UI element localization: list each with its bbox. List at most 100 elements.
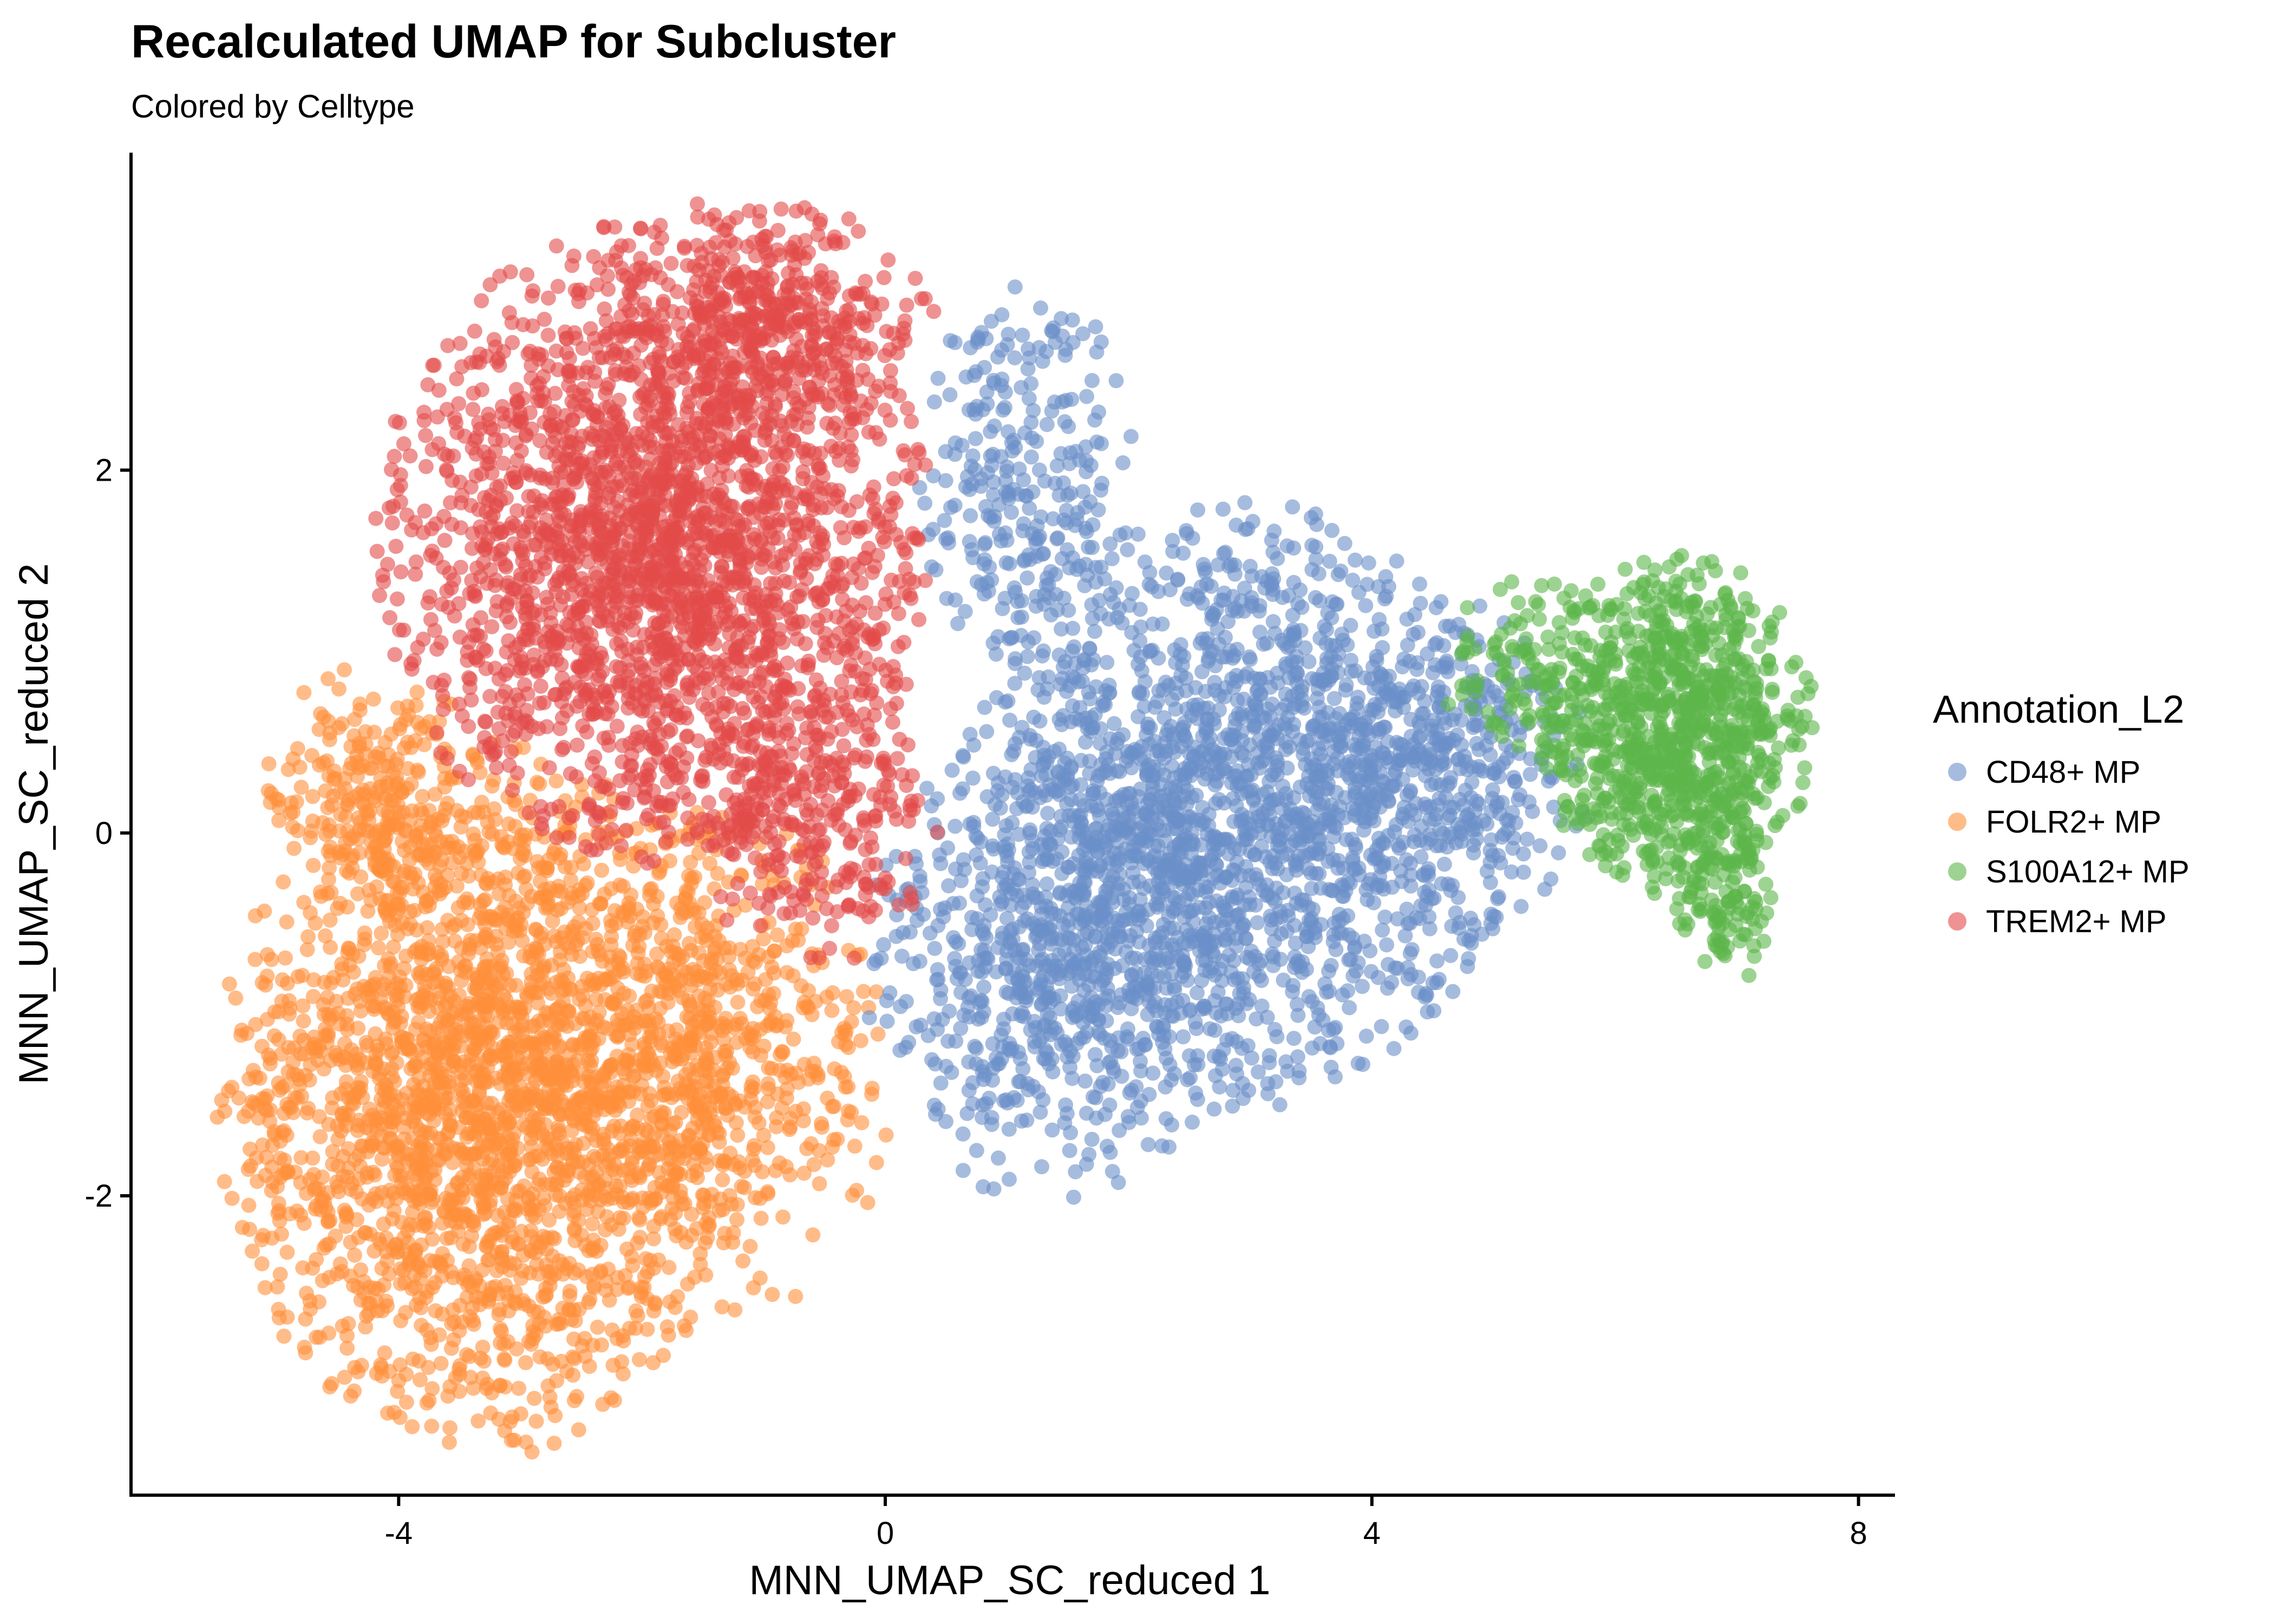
point bbox=[494, 1250, 509, 1266]
point bbox=[1194, 664, 1210, 679]
point bbox=[505, 1016, 521, 1032]
point bbox=[814, 1119, 830, 1135]
point bbox=[547, 1231, 563, 1247]
point bbox=[285, 751, 301, 767]
point bbox=[466, 804, 482, 820]
point bbox=[646, 1109, 662, 1124]
point bbox=[760, 1140, 775, 1155]
point bbox=[773, 1047, 788, 1063]
point bbox=[1426, 1003, 1442, 1019]
point bbox=[338, 1205, 354, 1221]
point bbox=[675, 906, 690, 921]
point bbox=[511, 1380, 527, 1396]
point bbox=[1090, 802, 1106, 818]
point bbox=[431, 1130, 447, 1146]
point bbox=[297, 1046, 312, 1062]
point bbox=[559, 1018, 575, 1034]
point bbox=[367, 858, 383, 874]
point bbox=[507, 1432, 522, 1448]
point bbox=[260, 1047, 276, 1063]
point bbox=[714, 1299, 730, 1315]
point bbox=[441, 1435, 457, 1450]
point bbox=[1402, 946, 1418, 961]
point bbox=[277, 950, 293, 966]
point bbox=[670, 1073, 686, 1089]
point bbox=[357, 746, 373, 762]
point bbox=[639, 992, 655, 1008]
point bbox=[526, 1391, 542, 1406]
point bbox=[566, 1393, 582, 1409]
point bbox=[332, 1256, 348, 1272]
point bbox=[1055, 708, 1071, 723]
point bbox=[321, 768, 337, 784]
point bbox=[438, 978, 454, 994]
point bbox=[1342, 1000, 1357, 1016]
point bbox=[639, 1161, 655, 1177]
point bbox=[518, 1066, 534, 1082]
point bbox=[378, 893, 394, 908]
point bbox=[1279, 867, 1295, 882]
point bbox=[746, 1280, 761, 1295]
point bbox=[1445, 984, 1461, 999]
point bbox=[337, 1111, 352, 1127]
point bbox=[412, 1372, 428, 1387]
point bbox=[803, 1136, 819, 1151]
point bbox=[720, 1108, 736, 1123]
point bbox=[355, 782, 371, 798]
point bbox=[1034, 1159, 1049, 1175]
point bbox=[1262, 1048, 1277, 1064]
point bbox=[727, 1302, 743, 1318]
point bbox=[1345, 968, 1361, 984]
point bbox=[622, 1320, 637, 1336]
point bbox=[367, 1243, 382, 1259]
point bbox=[795, 1000, 811, 1016]
point bbox=[365, 691, 381, 707]
point bbox=[351, 1112, 367, 1128]
point bbox=[317, 1193, 332, 1209]
point bbox=[1291, 1070, 1307, 1086]
point bbox=[747, 1099, 763, 1115]
point bbox=[1333, 564, 1349, 579]
point bbox=[1378, 588, 1394, 604]
point bbox=[324, 1100, 340, 1116]
point bbox=[548, 773, 564, 789]
point bbox=[553, 847, 568, 862]
point bbox=[465, 1300, 480, 1315]
point bbox=[468, 848, 483, 863]
point bbox=[552, 1040, 567, 1056]
point bbox=[538, 1257, 554, 1273]
point bbox=[1358, 1029, 1374, 1044]
point bbox=[261, 756, 277, 771]
point bbox=[270, 1279, 285, 1295]
point bbox=[1265, 545, 1281, 560]
point bbox=[512, 832, 528, 848]
point bbox=[1227, 566, 1243, 582]
point bbox=[241, 1197, 257, 1213]
point bbox=[544, 1146, 560, 1162]
point bbox=[1252, 598, 1267, 613]
point bbox=[584, 1077, 600, 1092]
point bbox=[668, 1206, 683, 1221]
point bbox=[279, 914, 295, 930]
point bbox=[576, 856, 591, 872]
point bbox=[318, 827, 334, 842]
point bbox=[761, 1081, 776, 1097]
point bbox=[1225, 1098, 1240, 1114]
point bbox=[1179, 592, 1195, 607]
point bbox=[574, 886, 590, 902]
point bbox=[277, 1078, 293, 1093]
point bbox=[681, 1128, 696, 1144]
point bbox=[772, 1063, 788, 1078]
point bbox=[279, 1128, 295, 1143]
point bbox=[393, 1313, 409, 1328]
point bbox=[684, 1207, 700, 1222]
point bbox=[453, 1082, 469, 1097]
point bbox=[827, 1061, 842, 1077]
point bbox=[694, 1124, 709, 1140]
point bbox=[393, 1168, 408, 1184]
point bbox=[631, 939, 647, 954]
point bbox=[745, 1074, 761, 1090]
point bbox=[1355, 1057, 1370, 1072]
point bbox=[597, 971, 613, 987]
point bbox=[745, 981, 761, 997]
